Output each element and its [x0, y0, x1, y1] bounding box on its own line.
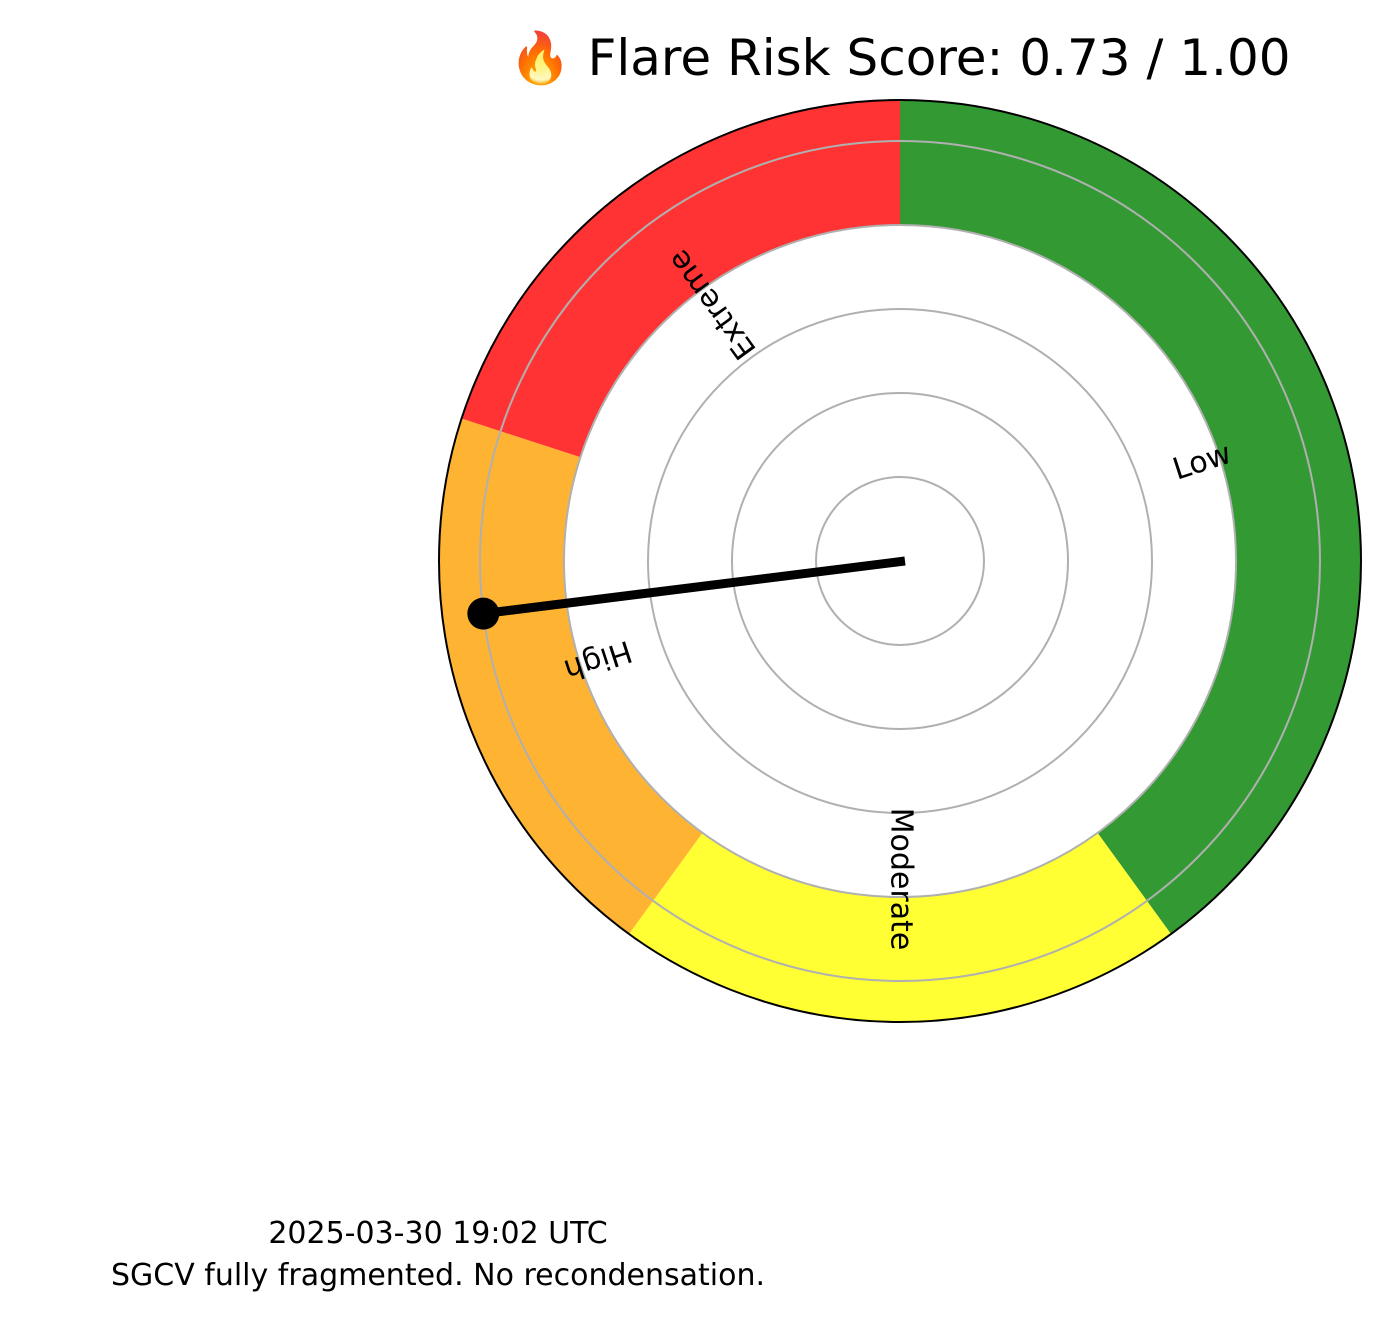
zone-label-moderate: Moderate: [884, 808, 919, 951]
grid-ring-4: [563, 224, 1237, 898]
grid-ring-2: [731, 392, 1069, 730]
footer-note: SGCV fully fragmented. No recondensation…: [111, 1258, 765, 1293]
grid-ring-5: [479, 140, 1321, 982]
gauge-needle-group: [467, 556, 906, 630]
gauge-title: 🔥 Flare Risk Score: 0.73 / 1.00: [509, 29, 1290, 87]
grid-ring-3: [647, 308, 1153, 814]
gauge-needle: [482, 556, 906, 619]
footer-timestamp: 2025-03-30 19:02 UTC: [268, 1216, 607, 1251]
gauge-needle-tip: [467, 597, 500, 630]
gauge-grid: [479, 140, 1321, 982]
gauge-outer-rim: [438, 99, 1362, 1023]
grid-ring-1: [815, 476, 985, 646]
